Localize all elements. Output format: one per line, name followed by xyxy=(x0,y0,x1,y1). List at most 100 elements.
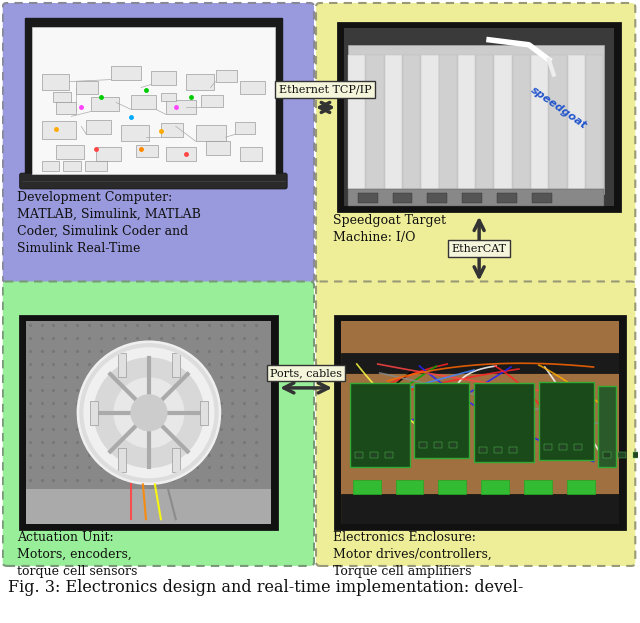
FancyBboxPatch shape xyxy=(348,189,604,206)
FancyBboxPatch shape xyxy=(438,480,466,494)
FancyBboxPatch shape xyxy=(509,447,517,452)
FancyBboxPatch shape xyxy=(449,442,457,447)
FancyBboxPatch shape xyxy=(236,122,255,135)
FancyBboxPatch shape xyxy=(550,55,567,189)
FancyBboxPatch shape xyxy=(172,448,180,472)
FancyBboxPatch shape xyxy=(92,97,119,112)
FancyBboxPatch shape xyxy=(200,401,207,425)
FancyBboxPatch shape xyxy=(341,494,620,524)
FancyBboxPatch shape xyxy=(559,444,566,450)
FancyBboxPatch shape xyxy=(56,145,84,159)
FancyBboxPatch shape xyxy=(341,321,620,524)
FancyBboxPatch shape xyxy=(3,3,314,282)
FancyBboxPatch shape xyxy=(428,193,447,203)
FancyBboxPatch shape xyxy=(20,173,287,189)
FancyBboxPatch shape xyxy=(366,55,383,189)
FancyBboxPatch shape xyxy=(96,147,121,161)
FancyBboxPatch shape xyxy=(586,55,604,189)
FancyBboxPatch shape xyxy=(348,45,604,194)
FancyBboxPatch shape xyxy=(440,55,457,189)
FancyBboxPatch shape xyxy=(392,193,413,203)
Text: Fig. 3: Electronics design and real-time implementation: devel-: Fig. 3: Electronics design and real-time… xyxy=(8,579,524,596)
Text: Ports, cables: Ports, cables xyxy=(270,368,342,378)
FancyBboxPatch shape xyxy=(544,444,552,450)
FancyBboxPatch shape xyxy=(316,282,636,566)
FancyBboxPatch shape xyxy=(121,125,149,141)
FancyBboxPatch shape xyxy=(42,74,69,90)
FancyBboxPatch shape xyxy=(618,452,627,457)
FancyBboxPatch shape xyxy=(201,95,223,107)
FancyBboxPatch shape xyxy=(353,480,381,494)
FancyBboxPatch shape xyxy=(370,452,378,457)
FancyBboxPatch shape xyxy=(415,383,469,457)
FancyBboxPatch shape xyxy=(494,447,502,452)
Circle shape xyxy=(114,378,184,447)
Text: Ethernet TCP/IP: Ethernet TCP/IP xyxy=(278,85,371,95)
FancyBboxPatch shape xyxy=(216,70,237,82)
FancyBboxPatch shape xyxy=(634,452,640,457)
FancyBboxPatch shape xyxy=(3,282,314,566)
Text: Actuation Unit:
Motors, encoders,
torque cell sensors: Actuation Unit: Motors, encoders, torque… xyxy=(17,531,137,578)
FancyBboxPatch shape xyxy=(539,382,593,460)
FancyBboxPatch shape xyxy=(385,55,402,189)
FancyBboxPatch shape xyxy=(458,55,475,189)
FancyBboxPatch shape xyxy=(151,70,176,85)
FancyBboxPatch shape xyxy=(403,55,420,189)
FancyBboxPatch shape xyxy=(474,383,534,462)
FancyBboxPatch shape xyxy=(598,386,616,467)
FancyBboxPatch shape xyxy=(421,55,438,189)
FancyBboxPatch shape xyxy=(166,147,196,161)
FancyBboxPatch shape xyxy=(111,65,141,80)
FancyBboxPatch shape xyxy=(205,141,230,155)
FancyBboxPatch shape xyxy=(54,92,71,102)
FancyBboxPatch shape xyxy=(24,18,282,181)
FancyBboxPatch shape xyxy=(186,74,214,90)
FancyBboxPatch shape xyxy=(166,100,196,115)
FancyBboxPatch shape xyxy=(358,193,378,203)
FancyBboxPatch shape xyxy=(161,123,183,137)
Text: speedgoat: speedgoat xyxy=(529,85,589,131)
Circle shape xyxy=(131,395,167,430)
FancyBboxPatch shape xyxy=(86,120,111,135)
FancyBboxPatch shape xyxy=(350,383,410,467)
FancyBboxPatch shape xyxy=(396,480,424,494)
FancyBboxPatch shape xyxy=(241,147,262,161)
FancyBboxPatch shape xyxy=(26,489,271,524)
FancyBboxPatch shape xyxy=(172,353,180,378)
FancyBboxPatch shape xyxy=(476,55,493,189)
FancyBboxPatch shape xyxy=(241,80,266,95)
FancyBboxPatch shape xyxy=(63,161,81,171)
FancyBboxPatch shape xyxy=(42,121,76,140)
Circle shape xyxy=(94,358,204,467)
FancyBboxPatch shape xyxy=(341,353,620,373)
FancyBboxPatch shape xyxy=(355,452,363,457)
FancyBboxPatch shape xyxy=(344,28,614,206)
FancyBboxPatch shape xyxy=(497,193,517,203)
FancyBboxPatch shape xyxy=(604,452,611,457)
FancyBboxPatch shape xyxy=(566,480,595,494)
FancyBboxPatch shape xyxy=(56,102,76,115)
FancyBboxPatch shape xyxy=(338,23,620,211)
FancyBboxPatch shape xyxy=(435,442,442,447)
FancyBboxPatch shape xyxy=(335,316,625,529)
FancyBboxPatch shape xyxy=(136,145,158,157)
Circle shape xyxy=(77,341,221,484)
FancyBboxPatch shape xyxy=(131,95,156,110)
FancyBboxPatch shape xyxy=(524,480,552,494)
FancyBboxPatch shape xyxy=(531,55,548,189)
FancyBboxPatch shape xyxy=(462,193,482,203)
FancyBboxPatch shape xyxy=(26,321,271,524)
FancyBboxPatch shape xyxy=(31,27,275,174)
Text: Speedgoat Target
Machine: I/O: Speedgoat Target Machine: I/O xyxy=(333,214,446,244)
FancyBboxPatch shape xyxy=(90,401,98,425)
FancyBboxPatch shape xyxy=(118,353,125,378)
FancyBboxPatch shape xyxy=(196,125,225,141)
FancyBboxPatch shape xyxy=(348,55,365,189)
FancyBboxPatch shape xyxy=(481,480,509,494)
Text: EtherCAT: EtherCAT xyxy=(452,244,507,254)
FancyBboxPatch shape xyxy=(118,448,125,472)
FancyBboxPatch shape xyxy=(532,193,552,203)
FancyBboxPatch shape xyxy=(20,316,277,529)
FancyBboxPatch shape xyxy=(385,452,392,457)
FancyBboxPatch shape xyxy=(316,3,636,282)
